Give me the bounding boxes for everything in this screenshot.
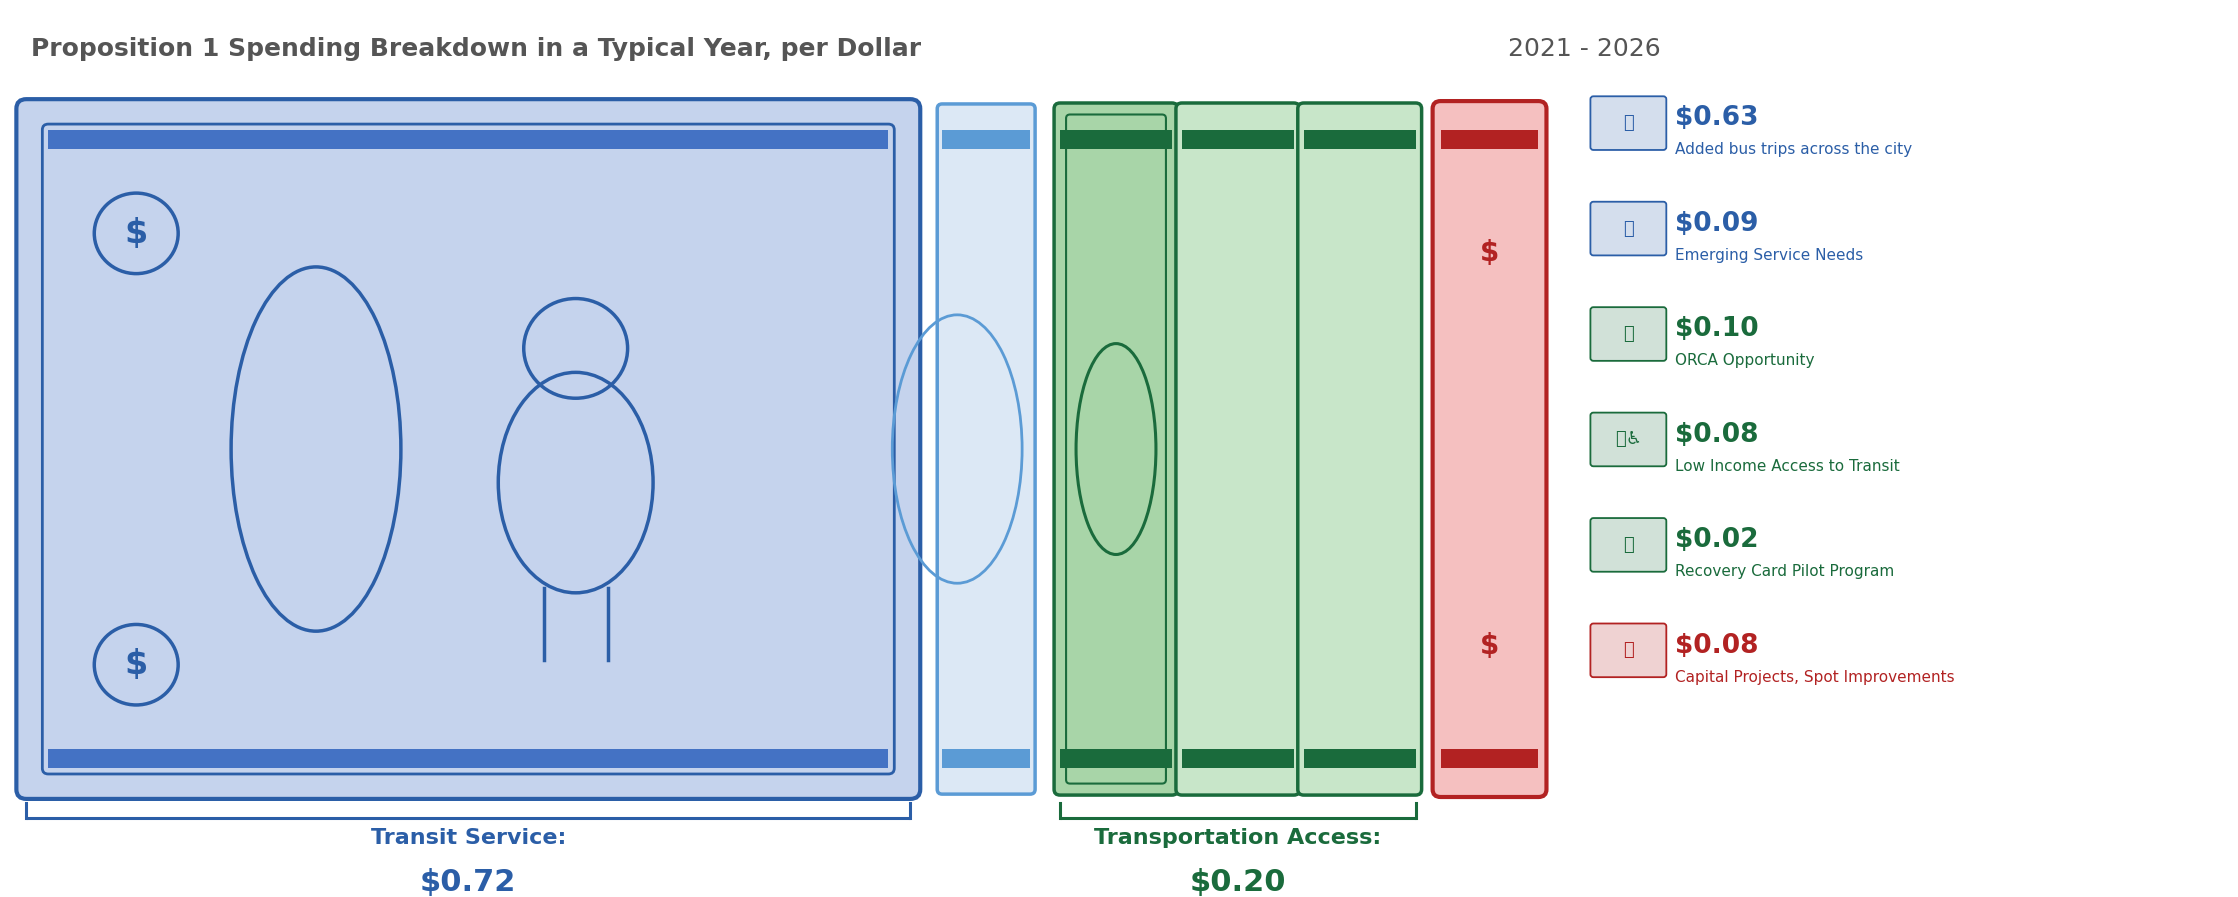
Text: 💳: 💳 xyxy=(1623,325,1634,343)
Bar xyxy=(1061,130,1173,149)
Text: 🚌: 🚌 xyxy=(1623,114,1634,132)
Text: $0.10: $0.10 xyxy=(1676,317,1759,343)
Text: $: $ xyxy=(125,217,148,250)
Text: Emerging Service Needs: Emerging Service Needs xyxy=(1676,248,1864,263)
Text: 🚑: 🚑 xyxy=(1623,536,1634,553)
Bar xyxy=(49,749,888,768)
FancyBboxPatch shape xyxy=(1591,518,1667,571)
Text: 🚹♿: 🚹♿ xyxy=(1616,431,1643,448)
FancyBboxPatch shape xyxy=(1432,101,1546,797)
Bar xyxy=(1061,749,1173,768)
FancyBboxPatch shape xyxy=(1591,307,1667,361)
Bar xyxy=(1305,749,1417,768)
Text: $0.02: $0.02 xyxy=(1676,527,1759,553)
FancyBboxPatch shape xyxy=(1591,96,1667,150)
Text: Capital Projects, Spot Improvements: Capital Projects, Spot Improvements xyxy=(1676,670,1956,684)
Bar xyxy=(1182,130,1294,149)
FancyBboxPatch shape xyxy=(1591,623,1667,677)
Text: Transportation Access:: Transportation Access: xyxy=(1094,828,1381,848)
FancyBboxPatch shape xyxy=(938,104,1036,794)
Text: $: $ xyxy=(1479,239,1499,266)
Bar xyxy=(942,130,1029,149)
FancyBboxPatch shape xyxy=(16,100,920,799)
Bar xyxy=(942,749,1029,768)
FancyBboxPatch shape xyxy=(1591,413,1667,466)
Text: 🌊: 🌊 xyxy=(1623,220,1634,238)
Bar xyxy=(1182,749,1294,768)
Bar xyxy=(1441,130,1538,149)
Text: $0.08: $0.08 xyxy=(1676,632,1759,658)
FancyBboxPatch shape xyxy=(1175,103,1300,795)
Text: 2021 - 2026: 2021 - 2026 xyxy=(1499,37,1661,61)
Bar xyxy=(1441,749,1538,768)
Text: ORCA Opportunity: ORCA Opportunity xyxy=(1676,353,1815,369)
Text: $0.20: $0.20 xyxy=(1191,868,1287,897)
FancyBboxPatch shape xyxy=(1054,103,1177,795)
Text: $0.09: $0.09 xyxy=(1676,211,1759,237)
Text: $0.08: $0.08 xyxy=(1676,422,1759,448)
Text: 🚧: 🚧 xyxy=(1623,641,1634,659)
Text: Recovery Card Pilot Program: Recovery Card Pilot Program xyxy=(1676,564,1896,579)
Text: $0.72: $0.72 xyxy=(421,868,517,897)
Text: $: $ xyxy=(1479,631,1499,659)
Text: Low Income Access to Transit: Low Income Access to Transit xyxy=(1676,458,1900,474)
FancyBboxPatch shape xyxy=(1591,202,1667,256)
Text: $0.63: $0.63 xyxy=(1676,105,1759,131)
Text: Transit Service:: Transit Service: xyxy=(372,828,566,848)
Text: Added bus trips across the city: Added bus trips across the city xyxy=(1676,143,1913,158)
Text: $: $ xyxy=(125,649,148,681)
Text: Proposition 1 Spending Breakdown in a Typical Year, per Dollar: Proposition 1 Spending Breakdown in a Ty… xyxy=(31,37,922,61)
FancyBboxPatch shape xyxy=(1298,103,1421,795)
Bar xyxy=(1305,130,1417,149)
Bar xyxy=(49,130,888,149)
